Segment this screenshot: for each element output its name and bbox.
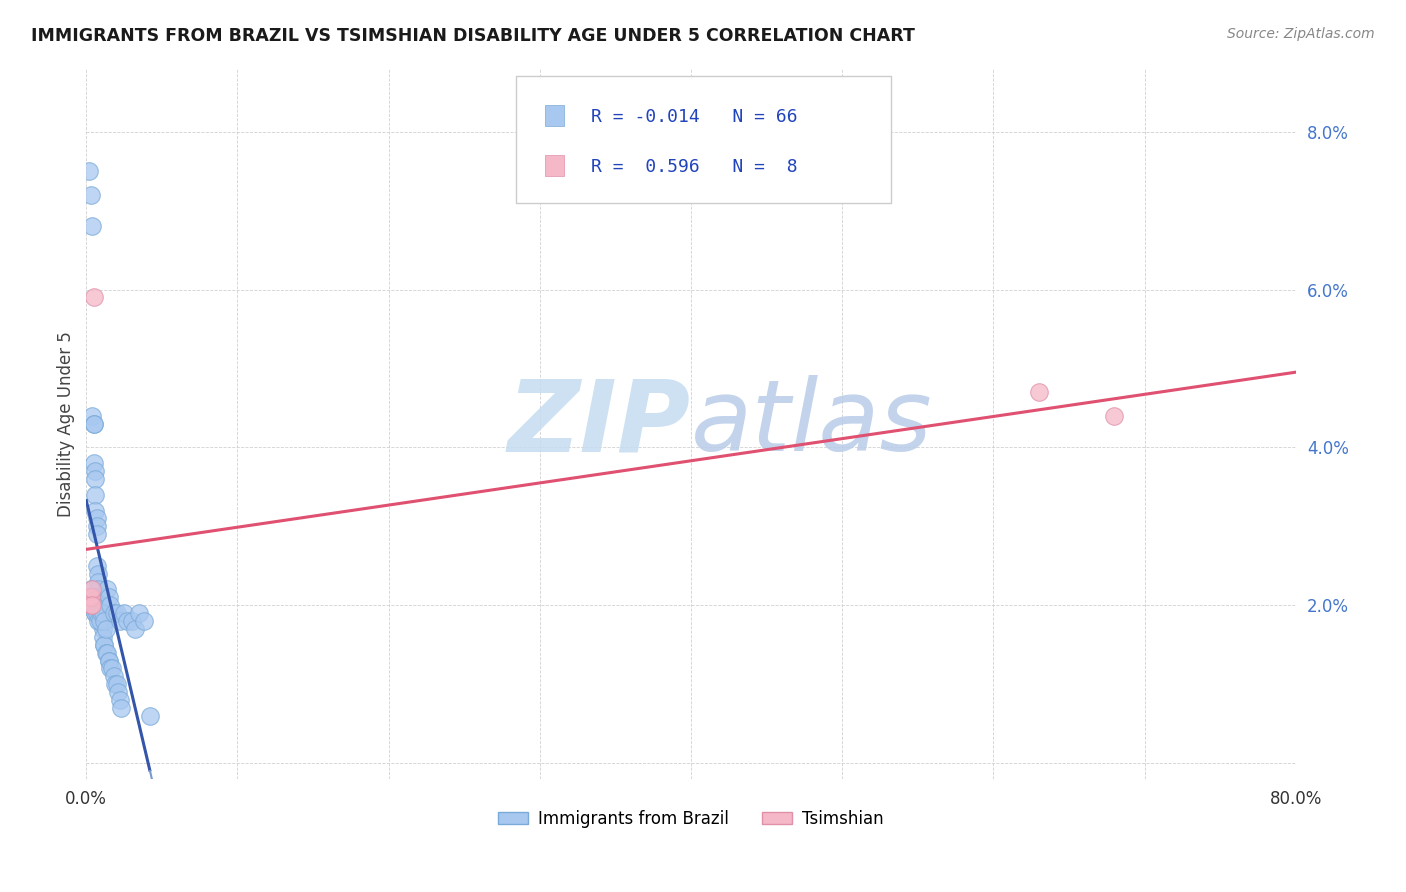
Point — [94, 646, 117, 660]
Point — [79, 591, 101, 605]
Point — [90, 606, 112, 620]
Point — [87, 566, 110, 581]
Point — [82, 591, 104, 605]
Point — [98, 653, 121, 667]
Point — [121, 614, 143, 628]
Point — [80, 187, 103, 202]
Point — [80, 582, 103, 597]
Point — [80, 599, 103, 613]
Point — [86, 606, 108, 620]
Point — [83, 456, 105, 470]
Point — [84, 606, 107, 620]
Point — [108, 693, 131, 707]
Point — [82, 219, 104, 234]
Point — [82, 582, 104, 597]
Point — [91, 606, 114, 620]
Point — [83, 290, 105, 304]
Point — [1028, 385, 1050, 400]
Point — [83, 599, 105, 613]
Text: ZIP: ZIP — [508, 376, 690, 472]
Point — [87, 582, 110, 597]
Point — [89, 599, 111, 613]
Point — [93, 614, 115, 628]
Point — [82, 409, 104, 423]
Point — [107, 685, 129, 699]
Point — [96, 582, 118, 597]
Text: R = -0.014   N = 66: R = -0.014 N = 66 — [591, 108, 797, 126]
Point — [89, 614, 111, 628]
Point — [87, 574, 110, 589]
Point — [108, 614, 131, 628]
Text: Source: ZipAtlas.com: Source: ZipAtlas.com — [1227, 27, 1375, 41]
Point — [89, 591, 111, 605]
Point — [82, 599, 104, 613]
Point — [84, 472, 107, 486]
Point — [83, 591, 105, 605]
Point — [89, 599, 111, 613]
Point — [124, 622, 146, 636]
Point — [105, 677, 128, 691]
Point — [87, 614, 110, 628]
Point — [105, 606, 128, 620]
Legend: Immigrants from Brazil, Tsimshian: Immigrants from Brazil, Tsimshian — [492, 803, 890, 835]
Point — [80, 591, 103, 605]
Point — [91, 622, 114, 636]
FancyBboxPatch shape — [544, 105, 564, 126]
Point — [93, 638, 115, 652]
Point — [91, 630, 114, 644]
Point — [103, 669, 125, 683]
Text: atlas: atlas — [690, 376, 932, 472]
Point — [84, 464, 107, 478]
Point — [96, 646, 118, 660]
Point — [100, 661, 122, 675]
Text: IMMIGRANTS FROM BRAZIL VS TSIMSHIAN DISABILITY AGE UNDER 5 CORRELATION CHART: IMMIGRANTS FROM BRAZIL VS TSIMSHIAN DISA… — [31, 27, 915, 45]
Y-axis label: Disability Age Under 5: Disability Age Under 5 — [58, 331, 75, 516]
Point — [104, 677, 127, 691]
Point — [110, 701, 132, 715]
FancyBboxPatch shape — [544, 155, 564, 176]
Point — [86, 558, 108, 573]
Point — [93, 638, 115, 652]
Point — [1104, 409, 1126, 423]
Point — [90, 614, 112, 628]
Point — [84, 606, 107, 620]
Text: R =  0.596   N =  8: R = 0.596 N = 8 — [591, 158, 797, 176]
Point — [98, 591, 121, 605]
Point — [103, 606, 125, 620]
Point — [139, 708, 162, 723]
Point — [84, 488, 107, 502]
Point — [112, 606, 135, 620]
Point — [98, 653, 121, 667]
Point — [86, 527, 108, 541]
Point — [132, 614, 155, 628]
Point — [83, 417, 105, 431]
Point — [84, 503, 107, 517]
Point — [86, 519, 108, 533]
Point — [79, 164, 101, 178]
Point — [128, 606, 150, 620]
Point — [100, 599, 122, 613]
Point — [94, 622, 117, 636]
Point — [90, 606, 112, 620]
FancyBboxPatch shape — [516, 76, 890, 203]
Point — [101, 661, 124, 675]
Point — [115, 614, 138, 628]
Point — [83, 417, 105, 431]
Point — [86, 511, 108, 525]
Point — [90, 614, 112, 628]
